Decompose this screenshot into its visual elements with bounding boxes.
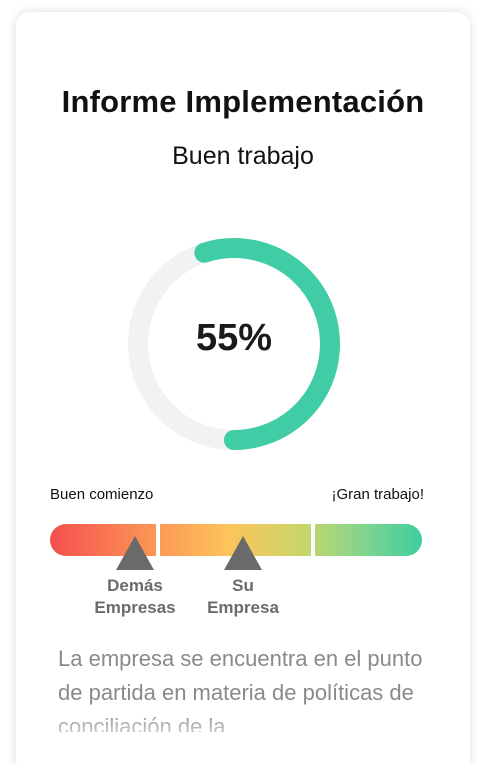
scale-end-label: ¡Gran trabajo!	[331, 486, 424, 503]
report-subtitle: Buen trabajo	[172, 142, 314, 170]
your-company-label: Su Empresa	[178, 575, 308, 619]
other-companies-marker-icon	[116, 536, 154, 570]
scale-divider	[156, 524, 160, 556]
your-company-label-line2: Empresa	[207, 598, 279, 617]
report-card: Informe Implementación Buen trabajo 55% …	[16, 12, 470, 764]
progress-value: 55%	[195, 317, 273, 359]
scale-start-label: Buen comienzo	[50, 486, 154, 503]
other-companies-label-line1: Demás	[107, 576, 163, 595]
other-companies-label: Demás Empresas	[70, 575, 200, 619]
scale-divider	[311, 524, 315, 556]
your-company-label-line1: Su	[232, 576, 254, 595]
your-company-marker-icon	[224, 536, 262, 570]
progress-ring	[128, 238, 340, 450]
content-fade	[16, 712, 470, 764]
report-title: Informe Implementación	[61, 84, 425, 119]
other-companies-label-line2: Empresas	[94, 598, 176, 617]
progress-ring-arc	[128, 238, 340, 450]
